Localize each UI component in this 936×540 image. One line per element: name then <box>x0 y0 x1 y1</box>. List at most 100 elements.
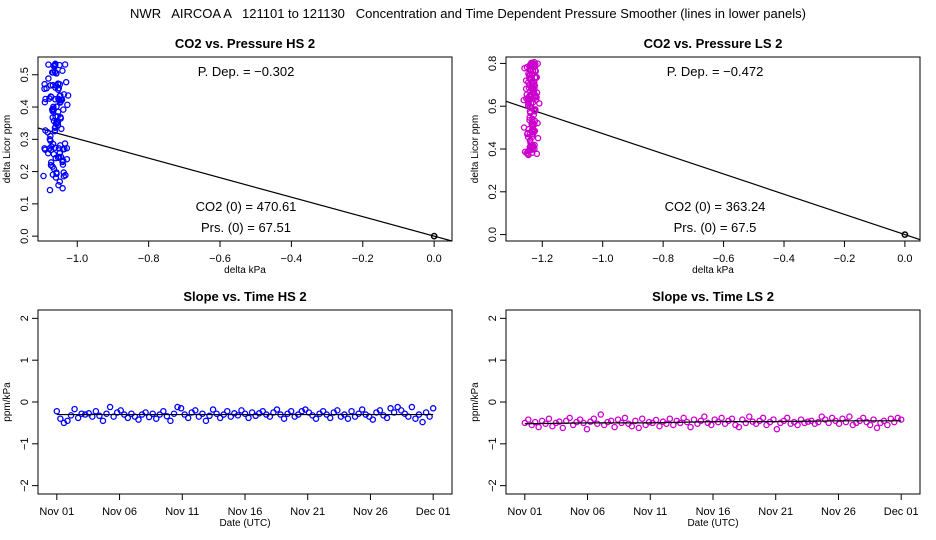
slope-point <box>870 416 877 423</box>
data-point <box>528 118 536 126</box>
slope-point <box>85 410 93 417</box>
data-point <box>527 62 534 70</box>
plot-data-area <box>38 60 452 241</box>
x-tick-label: Dec 01 <box>416 506 451 518</box>
slope-point <box>74 414 82 422</box>
slope-point <box>628 423 636 430</box>
slope-point <box>103 410 110 417</box>
slope-point <box>594 420 601 427</box>
slope-point <box>199 410 206 417</box>
slope-point <box>298 407 306 415</box>
y-tick-label: 0.1 <box>19 196 31 211</box>
slope-point <box>92 407 100 415</box>
slope-point <box>821 416 829 423</box>
slope-point <box>174 403 181 411</box>
data-point <box>56 178 64 185</box>
fit-line <box>38 127 452 241</box>
x-tick-label: −0.2 <box>834 253 856 265</box>
slope-point <box>326 414 334 422</box>
y-tick-label: 0.6 <box>487 99 499 114</box>
slope-point <box>177 405 185 412</box>
slope-point <box>590 415 598 422</box>
pressure-dependence-label: P. Dep. = −0.472 <box>667 64 764 79</box>
slope-point <box>897 416 905 423</box>
data-point <box>42 127 49 134</box>
slope-point <box>149 410 156 417</box>
slope-point <box>663 420 670 427</box>
data-point <box>62 171 69 179</box>
data-point <box>50 106 57 113</box>
slope-point <box>67 412 75 419</box>
y-tick-label: 2 <box>19 315 31 321</box>
slope-point <box>531 418 539 426</box>
smoother-line <box>524 420 902 425</box>
y-tick-label: 0.2 <box>19 164 31 179</box>
slope-point <box>842 418 850 426</box>
slope-point <box>96 412 103 420</box>
co2-zero-label: CO2 (0) = 363.24 <box>665 199 766 214</box>
y-tick-label: 0 <box>19 399 31 405</box>
data-point <box>62 78 70 86</box>
data-point <box>534 134 542 142</box>
x-tick-label: −1.0 <box>66 253 88 265</box>
x-tick-label: −1.2 <box>531 253 553 265</box>
slope-point <box>638 415 646 422</box>
panel-title: Slope vs. Time LS 2 <box>652 289 774 304</box>
slope-point <box>680 414 687 422</box>
x-tick-label: Nov 16 <box>228 506 263 518</box>
y-tick-label: 0.4 <box>487 141 499 156</box>
origin-point <box>430 232 438 240</box>
slope-point <box>259 407 267 415</box>
x-tick-label: −0.8 <box>138 253 160 265</box>
data-point <box>528 61 535 68</box>
slope-point <box>280 415 288 422</box>
data-point <box>47 161 55 169</box>
slope-point <box>846 413 853 420</box>
slope-point <box>735 423 743 431</box>
plot-frame <box>37 309 453 495</box>
y-tick-label: 1 <box>487 357 499 363</box>
data-point <box>59 157 67 164</box>
data-point <box>527 92 534 100</box>
panel-title: Slope vs. Time HS 2 <box>183 289 306 304</box>
slope-point <box>397 407 405 414</box>
y-tick-label: −1 <box>19 438 31 451</box>
x-axis-label: Date (UTC) <box>219 518 270 529</box>
x-tick-label: −0.6 <box>713 253 735 265</box>
slope-point <box>535 423 542 431</box>
slope-point <box>597 411 605 418</box>
slope-point <box>835 420 843 427</box>
slope-point <box>783 414 791 422</box>
slope-point <box>614 416 622 423</box>
origin-point <box>901 231 909 238</box>
data-point <box>534 60 542 67</box>
slope-point <box>419 418 426 426</box>
slope-point <box>358 406 366 413</box>
slope-point <box>106 403 114 411</box>
chart-co2-pressure-hs: CO2 vs. Pressure HS 2 −1.0 −0.8 −0.6 −0.4 −0.… <box>2 36 453 276</box>
slope-point <box>794 421 801 429</box>
slope-point <box>815 418 822 426</box>
plot-frame <box>37 56 453 242</box>
data-point <box>520 96 527 104</box>
slope-point <box>124 414 132 422</box>
slope-point <box>64 417 71 425</box>
y-tick-label: −1 <box>487 438 499 451</box>
data-point <box>47 146 55 154</box>
slope-point <box>545 415 553 422</box>
x-tick-label: Nov 26 <box>821 506 856 518</box>
slope-point <box>825 419 832 427</box>
slope-point <box>53 407 61 415</box>
x-tick-label: 0.0 <box>427 253 442 265</box>
data-point <box>41 98 49 106</box>
slope-point <box>319 407 327 415</box>
y-tick-label: −2 <box>19 479 31 492</box>
slope-point <box>57 415 64 422</box>
y-tick-label: 0.4 <box>19 99 31 114</box>
data-point <box>531 108 539 115</box>
slope-point <box>383 414 391 422</box>
y-axis-label: delta Licor ppm <box>2 115 13 183</box>
slope-point <box>234 412 242 419</box>
data-point <box>532 74 540 82</box>
slope-point <box>746 413 753 420</box>
